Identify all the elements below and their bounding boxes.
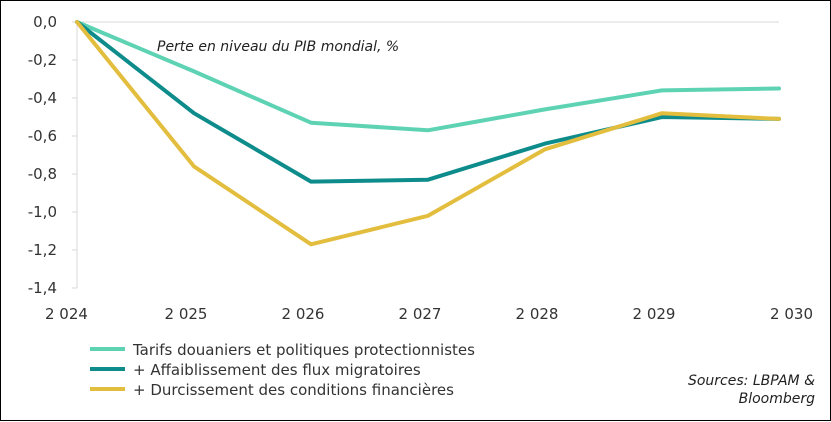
- legend-label-1: Tarifs douaniers et politiques protectio…: [132, 341, 475, 359]
- y-tick-label: -0,4: [28, 89, 57, 107]
- x-tick-label: 2 024: [45, 305, 88, 323]
- y-tick-label: -1,2: [28, 241, 57, 259]
- legend-label-3: + Durcissement des conditions financière…: [133, 381, 454, 399]
- source-line-2: Bloomberg: [739, 391, 816, 407]
- x-tick-label: 2 026: [282, 305, 325, 323]
- x-tick-label: 2 025: [165, 305, 208, 323]
- source-line-1: Sources: LBPAM &: [688, 373, 815, 389]
- y-tick-label: 0,0: [33, 13, 57, 31]
- y-tick-label: -0,8: [28, 165, 57, 183]
- x-tick-label: 2 030: [770, 305, 813, 323]
- x-tick-label: 2 029: [633, 305, 676, 323]
- y-tick-label: -0,6: [28, 127, 57, 145]
- legend: Tarifs douaniers et politiques protectio…: [90, 341, 475, 399]
- axes: 0,0 -0,2 -0,4 -0,6 -0,8 -1,0 -1,2 -1,4 2 024 2 02…: [28, 13, 813, 323]
- y-tick-label: -1,4: [28, 279, 57, 297]
- series-layer: [77, 22, 779, 245]
- legend-label-2: + Affaiblissement des flux migratoires: [133, 361, 421, 379]
- series-line-3: [77, 22, 779, 244]
- x-tick-label: 2 027: [399, 305, 442, 323]
- chart-subtitle: Perte en niveau du PIB mondial, %: [157, 39, 399, 55]
- x-tick-label: 2 028: [516, 305, 559, 323]
- y-tick-label: -0,2: [28, 51, 57, 69]
- y-tick-label: -1,0: [28, 203, 57, 221]
